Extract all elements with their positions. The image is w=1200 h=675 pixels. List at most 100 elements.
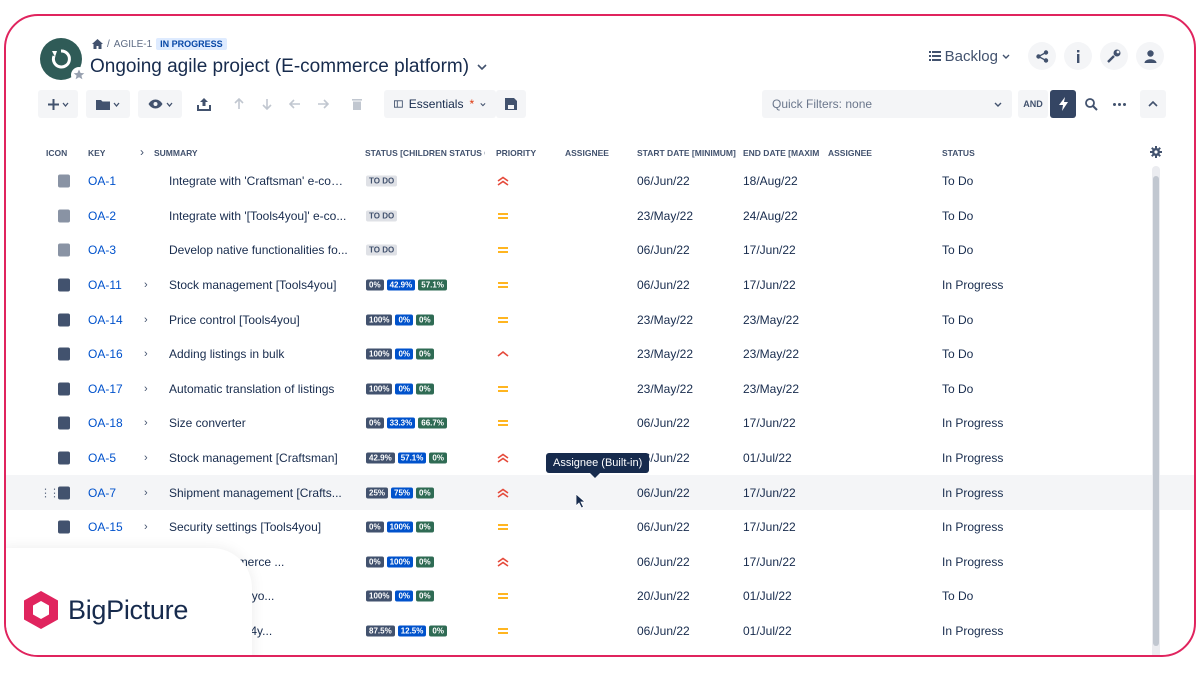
export-button[interactable] [190, 90, 218, 118]
end-date[interactable]: 23/May/22 [743, 312, 800, 327]
issue-key[interactable]: OA-3 [88, 243, 117, 258]
search-button[interactable] [1078, 90, 1104, 118]
gear-icon[interactable] [1150, 146, 1162, 158]
end-date[interactable]: 18/Aug/22 [743, 174, 798, 189]
start-date[interactable]: 23/May/22 [637, 347, 694, 362]
start-date[interactable]: 23/May/22 [637, 208, 694, 223]
issue-summary[interactable]: Security settings [Tools4you] [169, 520, 322, 535]
issue-summary[interactable]: Stock management [Craftsman] [169, 451, 338, 466]
issue-summary[interactable]: Shipment management [Crafts... [169, 485, 342, 500]
column-header-key[interactable]: KEY [88, 148, 106, 158]
start-date[interactable]: 06/Jun/22 [637, 451, 690, 466]
issue-status[interactable]: In Progress [942, 624, 1004, 639]
move-down-button[interactable] [254, 90, 280, 118]
issue-summary[interactable]: Adding listings in bulk [169, 347, 285, 362]
issue-key[interactable]: OA-16 [88, 347, 123, 362]
expand-row-icon[interactable]: › [144, 486, 148, 499]
issue-key[interactable]: OA-15 [88, 520, 123, 535]
table-row[interactable]: OA-11 › Stock management [Tools4you] 0% 42.9… [6, 268, 1194, 303]
issue-status[interactable]: To Do [942, 243, 974, 258]
start-date[interactable]: 06/Jun/22 [637, 520, 690, 535]
issue-summary[interactable]: Size converter [169, 416, 246, 431]
table-row[interactable]: OA-2 Integrate with '[Tools4you]' e-co...… [6, 199, 1194, 234]
issue-status[interactable]: To Do [942, 208, 974, 223]
collapse-button[interactable] [1140, 90, 1166, 118]
issue-status[interactable]: To Do [942, 381, 974, 396]
issue-summary[interactable]: Integrate with 'Craftsman' e-com... [169, 174, 349, 189]
column-header-summary[interactable]: SUMMARY [154, 148, 198, 158]
quick-filters-select[interactable]: Quick Filters: none [762, 90, 1012, 118]
end-date[interactable]: 17/Jun/22 [743, 278, 796, 293]
outdent-button[interactable] [282, 90, 308, 118]
table-row[interactable]: OA-3 Develop native functionalities fo...… [6, 233, 1194, 268]
end-date[interactable]: 17/Jun/22 [743, 485, 796, 500]
start-date[interactable]: 23/May/22 [637, 312, 694, 327]
issue-summary[interactable]: Automatic translation of listings [169, 381, 335, 396]
delete-button[interactable] [344, 90, 370, 118]
column-header-icon[interactable]: ICON [46, 148, 68, 158]
end-date[interactable]: 23/May/22 [743, 381, 800, 396]
view-selector[interactable]: Backlog [928, 48, 1010, 65]
save-view-button[interactable] [496, 90, 526, 118]
table-row[interactable]: OA-5 › Stock management [Craftsman] 42.9% 57… [6, 441, 1194, 476]
move-up-button[interactable] [226, 90, 252, 118]
drag-handle-icon[interactable]: ⋮⋮ [40, 487, 60, 500]
start-date[interactable]: 06/Jun/22 [637, 554, 690, 569]
user-button[interactable] [1136, 42, 1164, 70]
end-date[interactable]: 17/Jun/22 [743, 554, 796, 569]
home-icon[interactable] [92, 39, 103, 49]
table-row[interactable]: OA-14 › Price control [Tools4you] 100% 0% 0% 2… [6, 302, 1194, 337]
issue-status[interactable]: To Do [942, 347, 974, 362]
table-row[interactable]: OA-15 › Security settings [Tools4you] 0% 100… [6, 510, 1194, 545]
issue-status[interactable]: To Do [942, 312, 974, 327]
table-row[interactable]: OA-17 › Automatic translation of listings 1… [6, 372, 1194, 407]
issue-status[interactable]: In Progress [942, 485, 1004, 500]
issue-key[interactable]: OA-2 [88, 208, 117, 223]
table-row[interactable]: ⋮⋮ OA-7 › Shipment management [Crafts... 25%… [6, 475, 1194, 510]
issue-summary[interactable]: Develop native functionalities fo... [169, 243, 348, 258]
start-date[interactable]: 23/May/22 [637, 381, 694, 396]
end-date[interactable]: 17/Jun/22 [743, 243, 796, 258]
issue-key[interactable]: OA-7 [88, 485, 117, 500]
issue-status[interactable]: In Progress [942, 416, 1004, 431]
end-date[interactable]: 24/Aug/22 [743, 208, 798, 223]
issue-status[interactable]: In Progress [942, 451, 1004, 466]
issue-summary[interactable]: Price control [Tools4you] [169, 312, 300, 327]
start-date[interactable]: 20/Jun/22 [637, 589, 690, 604]
start-date[interactable]: 06/Jun/22 [637, 243, 690, 258]
start-date[interactable]: 06/Jun/22 [637, 174, 690, 189]
start-date[interactable]: 06/Jun/22 [637, 416, 690, 431]
end-date[interactable]: 17/Jun/22 [743, 416, 796, 431]
view-preset-select[interactable]: Essentials * [384, 90, 496, 118]
visibility-button[interactable] [138, 90, 182, 118]
column-header-assignee[interactable]: ASSIGNEE [565, 148, 609, 158]
expand-row-icon[interactable]: › [144, 521, 148, 534]
issue-key[interactable]: OA-17 [88, 381, 123, 396]
add-button[interactable] [38, 90, 78, 118]
column-header-end-date[interactable]: END DATE [MAXIMI [743, 148, 819, 158]
end-date[interactable]: 01/Jul/22 [743, 624, 792, 639]
issue-summary[interactable]: Stock management [Tools4you] [169, 278, 337, 293]
and-toggle[interactable]: AND [1018, 90, 1048, 118]
page-title[interactable]: Ongoing agile project (E-commerce platfo… [90, 56, 487, 78]
issue-key[interactable]: OA-5 [88, 451, 117, 466]
expand-row-icon[interactable]: › [144, 348, 148, 361]
expand-row-icon[interactable]: › [144, 417, 148, 430]
issue-status[interactable]: To Do [942, 589, 974, 604]
breadcrumb-key[interactable]: AGILE-1 [113, 38, 153, 50]
end-date[interactable]: 23/May/22 [743, 347, 800, 362]
issue-key[interactable]: OA-14 [88, 312, 123, 327]
table-row[interactable]: OA-18 › Size converter 0% 33.3% 66.7% 06/Jun/2… [6, 406, 1194, 441]
folder-button[interactable] [86, 90, 130, 118]
table-row[interactable]: OA-16 › Adding listings in bulk 100% 0% 0% 23/… [6, 337, 1194, 372]
table-row[interactable]: ›nication [Tools4yo...100%0%0%20/Jun/220… [6, 579, 1194, 614]
expand-row-icon[interactable]: › [144, 313, 148, 326]
expand-row-icon[interactable]: › [144, 279, 148, 292]
start-date[interactable]: 06/Jun/22 [637, 485, 690, 500]
column-header-status-children[interactable]: STATUS [CHILDREN STATUS CA [365, 148, 485, 158]
issue-key[interactable]: OA-11 [88, 278, 122, 293]
info-button[interactable] [1064, 42, 1092, 70]
start-date[interactable]: 06/Jun/22 [637, 624, 690, 639]
start-date[interactable]: 06/Jun/22 [637, 278, 690, 293]
expand-all-icon[interactable]: › [140, 145, 144, 159]
